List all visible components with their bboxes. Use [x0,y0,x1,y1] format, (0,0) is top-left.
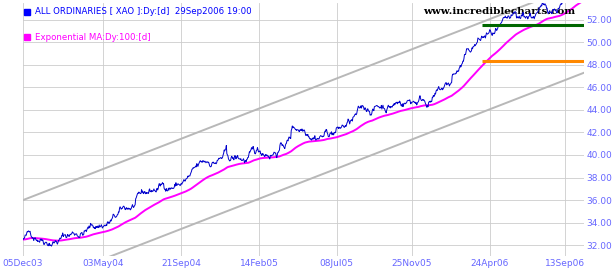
Text: ALL ORDINARIES [ XAO ]:Dy:[d]  29Sep2006 19:00: ALL ORDINARIES [ XAO ]:Dy:[d] 29Sep2006 … [35,7,252,16]
Text: www.incrediblecharts.com: www.incrediblecharts.com [423,7,575,16]
Text: Exponential MA:Dy:100:[d]: Exponential MA:Dy:100:[d] [35,33,151,41]
